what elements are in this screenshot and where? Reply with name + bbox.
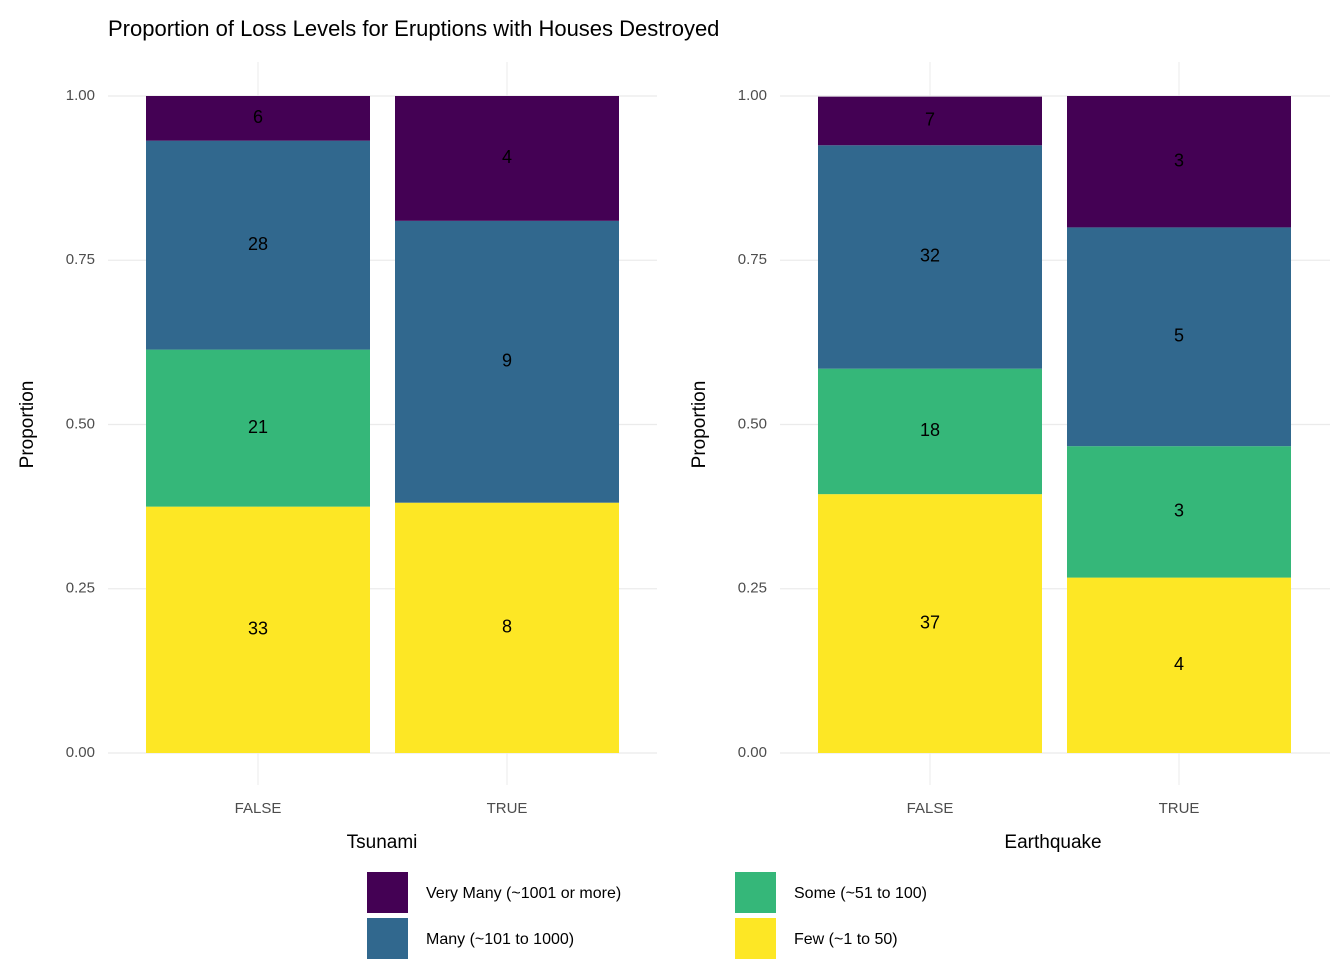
bar-segment [818,96,1042,146]
data-label: 3 [1174,150,1184,170]
y-tick-label: 0.00 [66,744,95,761]
x-axis-title: Tsunami [347,832,418,853]
data-label: 18 [920,420,940,440]
data-label: 21 [248,417,268,437]
bar-segment [395,220,619,503]
x-tick-label: FALSE [907,800,954,817]
legend-label: Few (~1 to 50) [794,931,898,948]
y-tick-label: 0.25 [738,580,767,597]
data-label: 4 [502,147,512,167]
data-label: 7 [925,110,935,130]
data-label: 28 [248,234,268,254]
y-axis-title: Proportion [17,381,38,469]
y-tick-label: 0.00 [738,744,767,761]
data-label: 4 [1174,654,1184,674]
bar-segment [818,494,1042,753]
bar-segment [146,349,370,507]
x-axis-title: Earthquake [1004,832,1101,853]
y-tick-label: 1.00 [66,87,95,104]
y-tick-label: 0.50 [738,415,767,432]
data-label: 3 [1174,501,1184,521]
data-label: 9 [502,351,512,371]
bar-segment [146,506,370,753]
bar-segment [1067,577,1291,753]
y-tick-label: 0.50 [66,415,95,432]
bar-segment [818,368,1042,495]
bar-segment [1067,96,1291,228]
y-axis-title: Proportion [689,381,710,469]
legend-swatch [735,872,776,913]
data-label: 8 [502,617,512,637]
data-label: 33 [248,619,268,639]
legend-swatch [735,918,776,959]
y-tick-label: 0.75 [738,251,767,268]
data-label: 37 [920,612,940,632]
y-tick-label: 0.75 [66,251,95,268]
bar-segment [146,96,370,141]
x-tick-label: TRUE [487,800,528,817]
bar-segment [395,96,619,221]
legend-label: Many (~101 to 1000) [426,931,574,948]
legend-label: Some (~51 to 100) [794,885,927,902]
x-tick-label: TRUE [1159,800,1200,817]
legend-swatch [367,918,408,959]
legend-label: Very Many (~1001 or more) [426,885,621,902]
chart-title: Proportion of Loss Levels for Eruptions … [108,16,719,41]
data-label: 6 [253,107,263,127]
x-tick-label: FALSE [235,800,282,817]
y-tick-label: 0.25 [66,580,95,597]
bar-segment [146,140,370,350]
data-label: 32 [920,246,940,266]
data-label: 5 [1174,326,1184,346]
bar-segment [1067,446,1291,578]
y-tick-label: 1.00 [738,87,767,104]
bar-segment [1067,227,1291,447]
legend-swatch [367,872,408,913]
bar-segment [818,145,1042,369]
bar-segment [395,502,619,753]
